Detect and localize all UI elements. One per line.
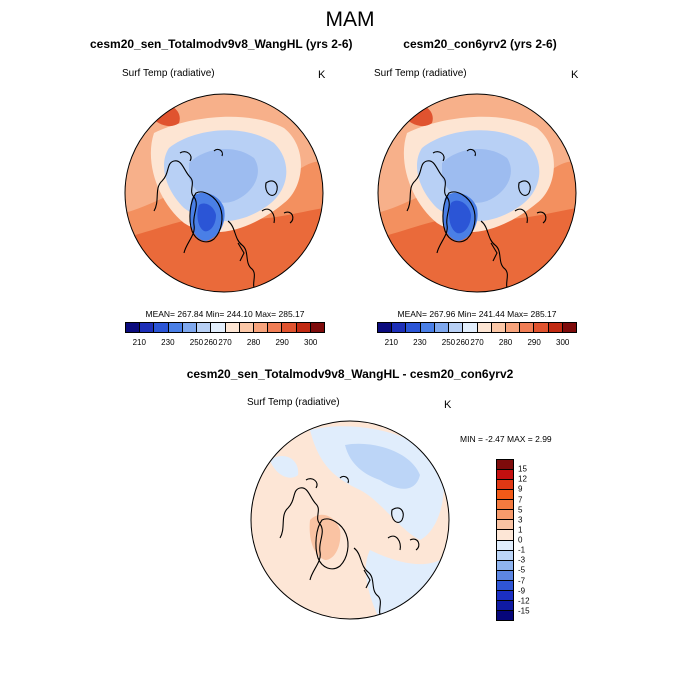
colorbar-swatch — [497, 530, 513, 541]
colorbar-swatch — [168, 323, 183, 332]
panel-1-units: K — [318, 69, 326, 81]
colorbar-swatch — [497, 590, 513, 601]
panel-2-colorbar — [377, 322, 577, 333]
colorbar-swatch — [497, 490, 513, 501]
colorbar-swatch — [534, 323, 549, 332]
colorbar-swatch — [497, 460, 513, 471]
colorbar-swatch — [268, 323, 283, 332]
colorbar-tick-label: 300 — [304, 338, 318, 347]
colorbar-swatch — [253, 323, 269, 332]
colorbar-swatch — [477, 323, 492, 332]
colorbar-tick-label: 7 — [518, 495, 523, 504]
colorbar-tick-label: 250 — [441, 338, 456, 347]
colorbar-tick-label: 210 — [384, 338, 398, 347]
colorbar-swatch — [497, 560, 513, 571]
colorbar-tick-label: 300 — [556, 338, 570, 347]
colorbar-tick-label: 280 — [498, 338, 513, 347]
panel-2-colorbar-labels: 210 230 250 260 270 280 290 300 — [377, 338, 577, 348]
panel-1-variable: Surf Temp (radiative) — [122, 68, 215, 79]
colorbar-swatch — [197, 323, 212, 332]
colorbar-swatch — [239, 323, 254, 332]
colorbar-swatch — [562, 323, 577, 332]
panel-1-map — [124, 93, 324, 293]
colorbar-swatch — [126, 323, 141, 332]
colorbar-swatch — [449, 323, 464, 332]
diff-panel-title: cesm20_sen_Totalmodv9v8_WangHL - cesm20_… — [186, 367, 514, 381]
colorbar-tick-label: 5 — [518, 505, 523, 515]
colorbar-swatch — [225, 323, 240, 332]
colorbar-tick-label: 230 — [161, 338, 175, 347]
colorbar-swatch — [491, 323, 506, 332]
colorbar-tick-label: 270 — [470, 338, 484, 347]
panel-1-colorbar-labels: 210 230 250 260 270 280 290 300 — [125, 338, 325, 348]
colorbar-swatch — [497, 520, 513, 531]
colorbar-swatch — [497, 510, 513, 521]
colorbar-tick-label: 1 — [518, 525, 523, 535]
colorbar-swatch — [548, 323, 563, 332]
colorbar-tick-label: 3 — [518, 515, 523, 525]
colorbar-tick-label: -12 — [518, 596, 530, 606]
colorbar-swatch — [497, 480, 513, 491]
diff-panel-variable: Surf Temp (radiative) — [247, 397, 340, 408]
colorbar-swatch — [154, 323, 169, 332]
colorbar-swatch — [182, 323, 198, 332]
panel-1-colorbar — [125, 322, 325, 333]
colorbar-tick-label: -15 — [518, 606, 530, 616]
colorbar-tick-label: 290 — [275, 338, 289, 347]
colorbar-tick-label: -5 — [518, 565, 526, 575]
colorbar-swatch — [497, 550, 513, 561]
figure-title: MAM — [325, 8, 375, 31]
colorbar-tick-label: -3 — [518, 555, 526, 565]
diff-colorbar — [496, 459, 514, 621]
colorbar-swatch — [520, 323, 535, 332]
panel-2-variable: Surf Temp (radiative) — [374, 68, 467, 79]
colorbar-swatch — [310, 323, 325, 332]
colorbar-swatch — [497, 540, 513, 551]
colorbar-swatch — [282, 323, 297, 332]
colorbar-swatch — [378, 323, 393, 332]
colorbar-swatch — [434, 323, 450, 332]
panel-2-units: K — [571, 69, 579, 81]
colorbar-tick-label: 210 — [132, 338, 146, 347]
colorbar-swatch — [211, 323, 226, 332]
diff-colorbar-labels: 15 12 9 7 5 3 1 0 -1 -3 -5 -7 -9 -12 -15 — [518, 459, 548, 621]
colorbar-tick-label: 270 — [218, 338, 232, 347]
colorbar-swatch — [497, 610, 513, 620]
diff-panel-units: K — [444, 399, 452, 411]
panel-2-stats: MEAN= 267.96 Min= 241.44 Max= 285.17 — [397, 309, 557, 319]
diff-panel-map — [250, 420, 450, 620]
colorbar-tick-label: 230 — [413, 338, 427, 347]
colorbar-swatch — [497, 580, 513, 591]
colorbar-swatch — [497, 570, 513, 581]
panel-1-title: cesm20_sen_Totalmodv9v8_WangHL (yrs 2-6) — [90, 37, 353, 51]
colorbar-tick-label: 0 — [518, 535, 523, 545]
colorbar-tick-label: 260 — [204, 338, 218, 347]
panel-2-title: cesm20_con6yrv2 (yrs 2-6) — [403, 37, 557, 51]
colorbar-swatch — [420, 323, 435, 332]
colorbar-tick-label: -7 — [518, 576, 526, 585]
colorbar-swatch — [497, 470, 513, 481]
colorbar-swatch — [505, 323, 521, 332]
colorbar-swatch — [140, 323, 155, 332]
panel-1-stats: MEAN= 267.84 Min= 244.10 Max= 285.17 — [145, 309, 305, 319]
colorbar-tick-label: -1 — [518, 545, 526, 555]
colorbar-tick-label: 12 — [518, 474, 527, 484]
colorbar-swatch — [296, 323, 311, 332]
colorbar-tick-label: -9 — [518, 586, 526, 596]
colorbar-swatch — [406, 323, 421, 332]
colorbar-tick-label: 280 — [246, 338, 261, 347]
diff-panel-stats: MIN = -2.47 MAX = 2.99 — [460, 434, 552, 444]
colorbar-tick-label: 260 — [456, 338, 470, 347]
colorbar-swatch — [497, 600, 513, 611]
colorbar-tick-label: 15 — [518, 464, 527, 474]
colorbar-swatch — [392, 323, 407, 332]
colorbar-swatch — [463, 323, 478, 332]
colorbar-tick-label: 9 — [518, 484, 523, 494]
colorbar-swatch — [497, 500, 513, 511]
colorbar-tick-label: 290 — [527, 338, 541, 347]
colorbar-tick-label: 250 — [189, 338, 204, 347]
panel-2-map — [377, 93, 577, 293]
